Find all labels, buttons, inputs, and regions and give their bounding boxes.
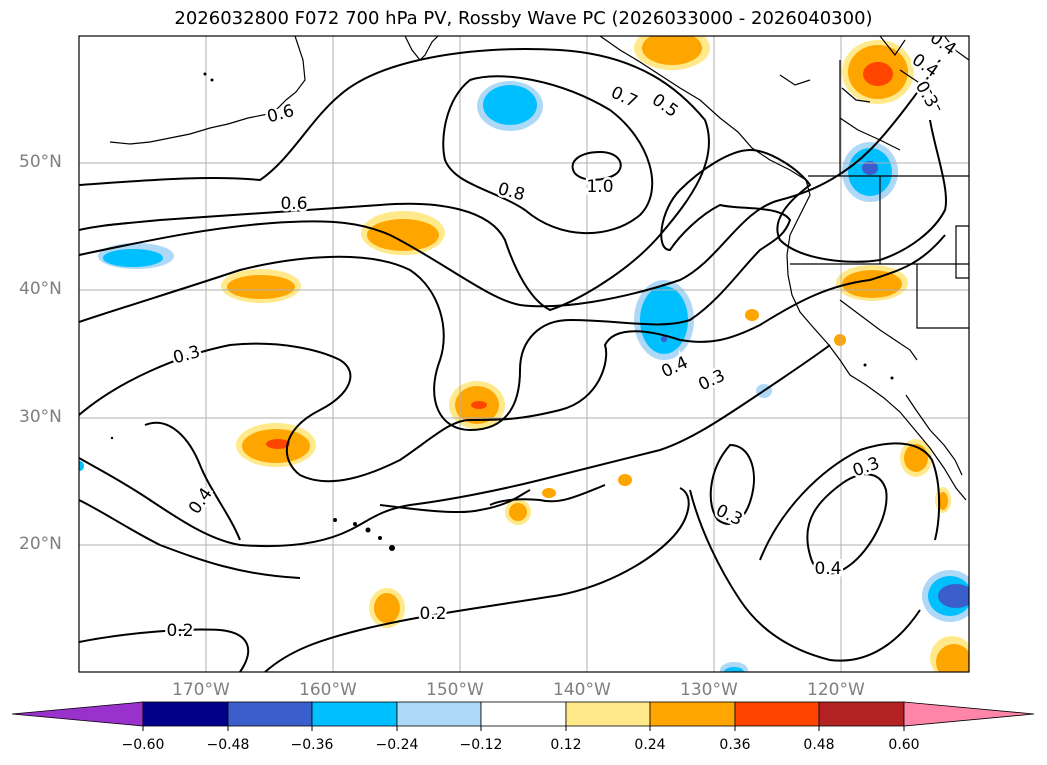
positive-pv-anomaly (369, 588, 405, 628)
colorbar (11, 701, 1035, 731)
contour-label: 0.6 (280, 194, 307, 214)
contour-label: 0.4 (814, 559, 841, 579)
lon-label-170w: 170°W (172, 680, 230, 700)
colorbar-tick-label: −0.24 (375, 737, 419, 753)
colorbar-bin (649, 701, 736, 727)
colorbar-tick-label: 0.12 (550, 737, 582, 753)
colorbar-tick-label: 0.60 (888, 737, 920, 753)
lon-label-140w: 140°W (553, 680, 611, 700)
positive-pv-anomaly (449, 381, 505, 429)
colorbar-ticks (142, 726, 905, 731)
colorbar-tick-label: 0.24 (634, 737, 666, 753)
negative-pv-anomaly (477, 81, 543, 131)
positive-pv-anomaly (935, 487, 951, 513)
colorbar-tick-label: −0.60 (121, 737, 165, 753)
colorbar-bin (480, 701, 567, 727)
colorbar-bin (818, 701, 905, 727)
contour-label: 0.2 (419, 604, 446, 624)
positive-pv-anomaly (236, 423, 316, 467)
colorbar-bin (734, 701, 820, 727)
lat-label-30n: 30°N (19, 407, 62, 427)
map-title: 2026032800 F072 700 hPa PV, Rossby Wave … (174, 8, 873, 29)
contour-label: 1.0 (586, 177, 613, 197)
positive-pv-anomaly (221, 269, 301, 303)
pv-contours (79, 48, 947, 672)
islands (110, 72, 894, 551)
colorbar-bin (396, 701, 482, 727)
colorbar-tick-label: −0.48 (206, 737, 250, 753)
negative-pv-anomaly (98, 243, 174, 269)
colorbar-tick-label: 0.36 (719, 737, 751, 753)
colorbar-bin (311, 701, 398, 727)
colorbar-tick-label: −0.36 (290, 737, 334, 753)
positive-pv-anomaly (930, 636, 969, 672)
positive-pv-anomaly (542, 309, 846, 498)
colorbar-bin (227, 701, 313, 727)
positive-pv-anomaly (900, 439, 932, 477)
colorbar-bin (142, 701, 229, 727)
pv-shading-layer (79, 36, 969, 672)
colorbar-bin (565, 701, 651, 727)
lon-label-130w: 130°W (680, 680, 738, 700)
map-panel: 0.6 0.7 0.5 0.8 1.0 0.6 0.3 0.4 0.4 0.3 … (78, 35, 970, 673)
positive-pv-anomaly (634, 36, 710, 70)
colorbar-low-extend (11, 701, 144, 727)
contour-label: 0.2 (166, 621, 193, 641)
lat-label-40n: 40°N (19, 279, 62, 299)
lon-label-150w: 150°W (426, 680, 484, 700)
lon-label-120w: 120°W (807, 680, 865, 700)
lat-label-50n: 50°N (19, 152, 62, 172)
negative-pv-anomaly (922, 570, 969, 622)
colorbar-high-extend (903, 701, 1035, 727)
positive-pv-anomaly (361, 211, 445, 255)
lon-label-160w: 160°W (299, 680, 357, 700)
graticule (79, 36, 969, 672)
lat-label-20n: 20°N (19, 534, 62, 554)
colorbar-tick-label: 0.48 (803, 737, 835, 753)
colorbar-tick-label: −0.12 (459, 737, 503, 753)
positive-pv-anomaly (842, 40, 914, 104)
positive-pv-anomaly (505, 499, 531, 525)
